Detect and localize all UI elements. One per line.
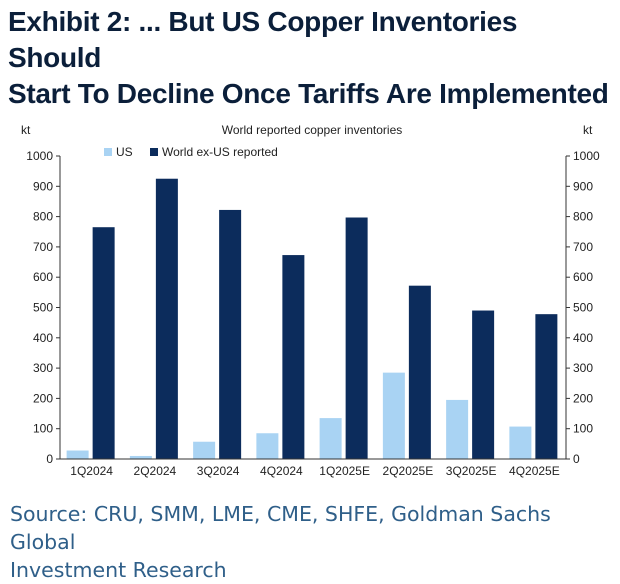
right-axis-unit: kt bbox=[583, 123, 593, 137]
bar-us bbox=[66, 450, 89, 459]
bar-world-ex-us bbox=[535, 314, 558, 459]
left-tick-label: 200 bbox=[33, 391, 53, 405]
left-tick-label: 100 bbox=[33, 422, 53, 436]
bar-us bbox=[319, 418, 342, 459]
right-tick-label: 800 bbox=[573, 210, 593, 224]
right-tick-label: 300 bbox=[573, 361, 593, 375]
left-tick-label: 900 bbox=[33, 179, 53, 193]
left-tick-label: 800 bbox=[33, 210, 53, 224]
bar-world-ex-us bbox=[219, 209, 242, 459]
x-tick-label: 1Q2024 bbox=[70, 464, 113, 478]
title-line-2: Start To Decline Once Tariffs Are Implem… bbox=[8, 78, 609, 109]
bar-chart: World reported copper inventories kt kt … bbox=[21, 123, 600, 478]
bar-us bbox=[256, 433, 279, 459]
bar-us bbox=[193, 441, 216, 459]
title-line-1: Exhibit 2: ... But US Copper Inventories… bbox=[8, 6, 518, 73]
legend-label-world-ex-us: World ex-US reported bbox=[162, 145, 278, 159]
left-tick-label: 1000 bbox=[26, 149, 53, 163]
bar-world-ex-us bbox=[408, 285, 431, 459]
bar-world-ex-us bbox=[472, 310, 495, 459]
x-tick-label: 4Q2024 bbox=[260, 464, 303, 478]
left-tick-label: 400 bbox=[33, 331, 53, 345]
right-axis: 0 100 200 300 400 500 600 700 800 900 1000 bbox=[565, 149, 600, 466]
left-axis: 0 100 200 300 400 500 600 700 800 900 1000 bbox=[26, 149, 61, 466]
bar-us bbox=[129, 455, 152, 459]
x-tick-label: 1Q2025E bbox=[319, 464, 370, 478]
right-tick-label: 500 bbox=[573, 301, 593, 315]
bar-us bbox=[446, 399, 469, 459]
left-axis-unit: kt bbox=[21, 123, 31, 137]
bar-world-ex-us bbox=[282, 255, 305, 459]
bar-world-ex-us bbox=[345, 217, 368, 459]
right-tick-label: 0 bbox=[573, 452, 580, 466]
x-axis: 1Q2024 2Q2024 3Q2024 4Q2024 1Q2025E 2Q2025E 3Q… bbox=[60, 458, 566, 478]
bars bbox=[66, 178, 558, 459]
source-line-2: Investment Research bbox=[10, 558, 227, 582]
left-tick-label: 700 bbox=[33, 240, 53, 254]
left-tick-label: 300 bbox=[33, 361, 53, 375]
x-tick-label: 4Q2025E bbox=[509, 464, 560, 478]
right-tick-label: 900 bbox=[573, 179, 593, 193]
legend-swatch-world-ex-us bbox=[150, 148, 158, 156]
right-tick-label: 700 bbox=[573, 240, 593, 254]
x-tick-label: 2Q2025E bbox=[383, 464, 434, 478]
right-tick-label: 600 bbox=[573, 270, 593, 284]
right-tick-label: 1000 bbox=[573, 149, 600, 163]
bar-us bbox=[382, 372, 405, 459]
bar-world-ex-us bbox=[155, 178, 178, 459]
legend-label-us: US bbox=[116, 145, 133, 159]
left-tick-label: 600 bbox=[33, 270, 53, 284]
bar-us bbox=[509, 426, 532, 459]
x-tick-label: 3Q2025E bbox=[446, 464, 497, 478]
x-tick-label: 3Q2024 bbox=[197, 464, 240, 478]
legend-swatch-us bbox=[104, 148, 112, 156]
x-tick-label: 2Q2024 bbox=[134, 464, 177, 478]
left-tick-label: 0 bbox=[46, 452, 53, 466]
bar-world-ex-us bbox=[92, 227, 115, 459]
right-tick-label: 200 bbox=[573, 391, 593, 405]
legend: US World ex-US reported bbox=[104, 145, 278, 159]
chart-subtitle: World reported copper inventories bbox=[222, 123, 403, 137]
right-tick-label: 100 bbox=[573, 422, 593, 436]
chart-area: World reported copper inventories kt kt … bbox=[0, 112, 620, 492]
source-note: Source: CRU, SMM, LME, CME, SHFE, Goldma… bbox=[10, 500, 614, 584]
chart-title: Exhibit 2: ... But US Copper Inventories… bbox=[8, 4, 612, 112]
source-line-1: Source: CRU, SMM, LME, CME, SHFE, Goldma… bbox=[10, 502, 551, 554]
left-tick-label: 500 bbox=[33, 301, 53, 315]
right-tick-label: 400 bbox=[573, 331, 593, 345]
